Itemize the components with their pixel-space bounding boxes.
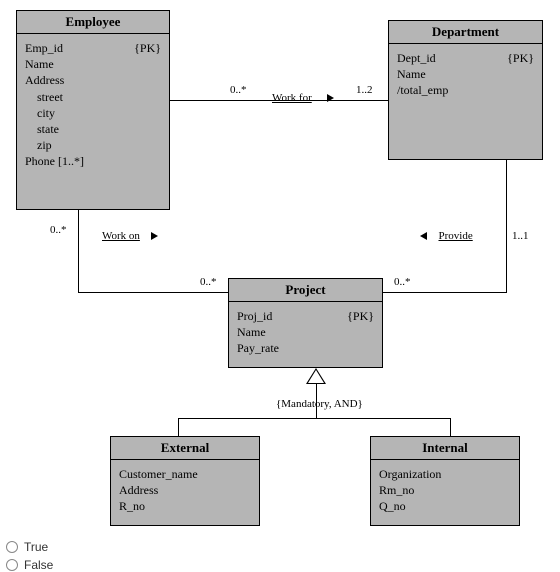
entity-employee-body: Emp_id {PK} Name Address street city sta…	[17, 34, 169, 176]
diagram-canvas: Employee Emp_id {PK} Name Address street…	[0, 0, 560, 571]
attr-ext-address: Address	[119, 482, 251, 498]
assoc-workon-v	[78, 210, 79, 292]
assoc-workfor-label-text: Work for	[272, 92, 312, 104]
entity-employee-title: Employee	[17, 11, 169, 34]
radio-true[interactable]: True	[6, 540, 48, 554]
attr-int-org: Organization	[379, 466, 511, 482]
assoc-workon-label: Work on	[102, 230, 158, 242]
radio-false-label: False	[24, 558, 53, 572]
assoc-workfor-label: Work for	[272, 92, 334, 104]
attr-ext-rno: R_no	[119, 498, 251, 514]
entity-department: Department Dept_id {PK} Name /total_emp	[388, 20, 543, 160]
attr-emp-zip: zip	[25, 137, 161, 153]
attr-ext-customer: Customer_name	[119, 466, 251, 482]
attr-emp-city: city	[25, 105, 161, 121]
attr-proj-payrate: Pay_rate	[237, 340, 374, 356]
generalization-triangle-icon	[306, 368, 326, 384]
attr-int-qno: Q_no	[379, 498, 511, 514]
assoc-provide-v	[506, 160, 507, 292]
attr-dept-id: Dept_id	[397, 50, 436, 66]
assoc-provide-rightmult: 1..1	[512, 230, 529, 242]
radio-circle-icon	[6, 559, 18, 571]
entity-external: External Customer_name Address R_no	[110, 436, 260, 526]
attr-emp-id: Emp_id	[25, 40, 63, 56]
assoc-provide-leftmult: 0..*	[394, 276, 411, 288]
assoc-workon-topmult: 0..*	[50, 224, 67, 236]
entity-external-body: Customer_name Address R_no	[111, 460, 259, 521]
radio-false[interactable]: False	[6, 558, 53, 572]
entity-project-body: Proj_id {PK} Name Pay_rate	[229, 302, 382, 363]
attr-int-rmno: Rm_no	[379, 482, 511, 498]
entity-department-body: Dept_id {PK} Name /total_emp	[389, 44, 542, 105]
attr-proj-name: Name	[237, 324, 374, 340]
assoc-workfor-rightmult: 1..2	[356, 84, 373, 96]
gen-hline	[178, 418, 450, 419]
attr-emp-address: Address	[25, 72, 161, 88]
arrow-right-icon	[151, 232, 158, 240]
attr-proj-pk: {PK}	[347, 308, 374, 324]
gen-constraint: {Mandatory, AND}	[276, 398, 363, 410]
attr-emp-state: state	[25, 121, 161, 137]
arrow-right-icon	[327, 94, 334, 102]
arrow-left-icon	[420, 232, 427, 240]
assoc-workfor-leftmult: 0..*	[230, 84, 247, 96]
entity-employee: Employee Emp_id {PK} Name Address street…	[16, 10, 170, 210]
entity-department-title: Department	[389, 21, 542, 44]
attr-dept-total: /total_emp	[397, 82, 534, 98]
assoc-workon-botmult: 0..*	[200, 276, 217, 288]
assoc-provide-label: Provide	[420, 230, 473, 242]
entity-internal: Internal Organization Rm_no Q_no	[370, 436, 520, 526]
entity-project: Project Proj_id {PK} Name Pay_rate	[228, 278, 383, 368]
attr-emp-pk: {PK}	[134, 40, 161, 56]
assoc-provide-label-text: Provide	[439, 230, 473, 242]
attr-proj-id: Proj_id	[237, 308, 272, 324]
gen-vline-left	[178, 418, 179, 436]
entity-internal-title: Internal	[371, 437, 519, 460]
entity-internal-body: Organization Rm_no Q_no	[371, 460, 519, 521]
attr-dept-pk: {PK}	[507, 50, 534, 66]
assoc-workon-label-text: Work on	[102, 230, 140, 242]
attr-emp-street: street	[25, 89, 161, 105]
radio-circle-icon	[6, 541, 18, 553]
attr-dept-name: Name	[397, 66, 534, 82]
gen-vline-right	[450, 418, 451, 436]
assoc-workon-h	[78, 292, 228, 293]
assoc-provide-h	[383, 292, 507, 293]
radio-true-label: True	[24, 540, 48, 554]
entity-project-title: Project	[229, 279, 382, 302]
entity-external-title: External	[111, 437, 259, 460]
attr-emp-phone: Phone [1..*]	[25, 153, 161, 169]
attr-emp-name: Name	[25, 56, 161, 72]
